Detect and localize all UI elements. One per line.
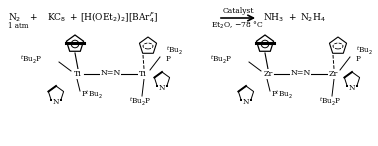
Text: KC$_8$: KC$_8$	[47, 12, 66, 24]
Text: [H(OEt$_2$)$_2$][BAr$^F_4$]: [H(OEt$_2$)$_2$][BAr$^F_4$]	[80, 11, 158, 25]
Text: Zr: Zr	[263, 70, 273, 78]
Text: N: N	[349, 84, 355, 92]
Text: Catalyst: Catalyst	[222, 7, 254, 15]
Text: $^t$Bu$_2$P: $^t$Bu$_2$P	[129, 96, 151, 108]
Text: +: +	[29, 13, 37, 22]
Text: N=N: N=N	[290, 69, 311, 77]
Text: +: +	[288, 13, 296, 22]
Text: N: N	[53, 98, 59, 106]
Text: Ti: Ti	[139, 70, 147, 78]
Text: +: +	[69, 13, 77, 22]
Text: Et$_2$O, $-$78 °C: Et$_2$O, $-$78 °C	[211, 19, 265, 31]
Text: P: P	[166, 55, 171, 63]
Text: $^t$Bu$_2$P: $^t$Bu$_2$P	[210, 54, 232, 66]
Text: 1 atm: 1 atm	[8, 22, 28, 30]
Text: N: N	[159, 84, 165, 92]
Text: $^t$Bu$_2$: $^t$Bu$_2$	[166, 45, 183, 57]
Text: Ti: Ti	[74, 70, 82, 78]
Text: N$_2$H$_4$: N$_2$H$_4$	[300, 12, 326, 24]
Text: Zr: Zr	[328, 70, 338, 78]
Text: $^t$Bu$_2$P: $^t$Bu$_2$P	[20, 54, 42, 66]
Text: NH$_3$: NH$_3$	[263, 12, 284, 24]
Text: $^t$Bu$_2$: $^t$Bu$_2$	[356, 45, 373, 57]
Text: P: P	[356, 55, 361, 63]
Text: P$^t$Bu$_2$: P$^t$Bu$_2$	[81, 89, 103, 101]
Text: N$_2$: N$_2$	[8, 12, 22, 24]
Text: N=N: N=N	[100, 69, 121, 77]
Text: N: N	[243, 98, 249, 106]
Text: P$^t$Bu$_2$: P$^t$Bu$_2$	[271, 89, 293, 101]
Text: $^t$Bu$_2$P: $^t$Bu$_2$P	[319, 96, 341, 108]
